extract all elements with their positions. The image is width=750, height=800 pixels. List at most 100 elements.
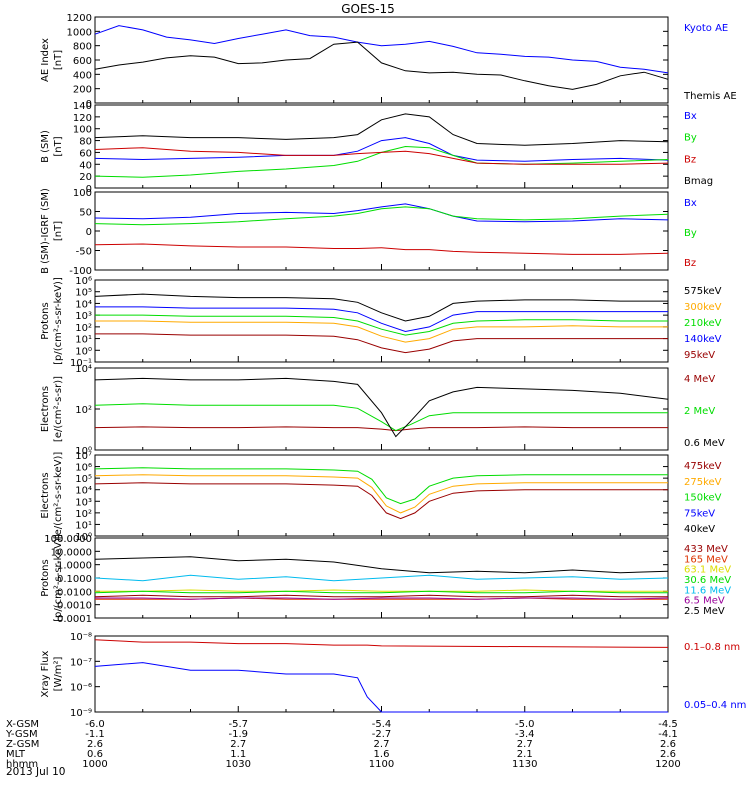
panel-electrons-mev: 10⁴ 10² 10⁰ Electrons [e/(cm²-s-sr)] 4 MeV 2 M…	[40, 364, 725, 457]
legend-entry: 433 MeV	[684, 544, 728, 555]
footer-row-value: -2.7	[372, 729, 392, 740]
footer-row-value: 1200	[655, 759, 680, 770]
series-line	[94, 147, 669, 165]
y-axis-label: [e/(cm²-s-sr)]	[53, 376, 64, 442]
footer-row-value: -1.1	[85, 729, 105, 740]
series-line	[95, 314, 668, 336]
series-line	[95, 333, 668, 354]
y-tick-label: 0.1000	[57, 574, 92, 585]
y-tick-label: 100.0000	[44, 534, 92, 545]
footer-row-value: 1030	[226, 759, 251, 770]
y-tick-label: 1000	[67, 27, 92, 38]
y-tick-label: 40	[79, 160, 92, 171]
legend-entry: Themis AE	[683, 91, 737, 102]
series-line	[94, 556, 669, 574]
legend-entry: 0.6 MeV	[684, 438, 725, 449]
y-tick-label: 50	[79, 208, 92, 219]
legend-entry: 4 MeV	[684, 374, 715, 385]
y-tick-label: 10¹	[75, 520, 92, 531]
y-tick-label: 10⁻⁹	[70, 708, 92, 719]
series-line	[94, 639, 669, 648]
footer-row-value: 0.6	[87, 749, 103, 760]
legend-entry: 75keV	[684, 508, 715, 519]
y-axis-label: [nT]	[53, 136, 64, 156]
y-tick-label: 10²	[75, 509, 92, 520]
y-tick-label: 0.0010	[57, 601, 92, 612]
series-line	[94, 41, 669, 90]
footer-row-value: 1130	[512, 759, 537, 770]
y-tick-label: -100	[69, 266, 92, 277]
y-axis-label: Electrons	[40, 386, 51, 432]
legend-entry: 165 MeV	[684, 554, 728, 565]
y-tick-label: 10⁵	[75, 474, 92, 485]
series-line	[94, 662, 668, 713]
legend-entry: 300keV	[684, 302, 722, 313]
series-line	[94, 594, 668, 598]
series-line	[94, 137, 669, 162]
y-tick-label: 10⁷	[75, 451, 92, 462]
y-axis-label: Protons	[40, 302, 51, 339]
footer-row-label: X-GSM	[6, 719, 39, 730]
plot-title: GOES-15	[341, 2, 395, 16]
footer-row-value: 2.7	[374, 739, 390, 750]
legend-entry: Bx	[684, 111, 697, 122]
y-tick-label: 60	[79, 148, 92, 159]
y-tick-label: 120	[73, 113, 92, 124]
y-tick-label: 0.0001	[57, 614, 92, 625]
y-tick-label: 200	[73, 85, 92, 96]
y-tick-label: 10⁰	[75, 346, 92, 357]
panel-xray: 10⁻⁸ 10⁻⁷ 10⁻⁶ 10⁻⁹ Xray Flux [W/m²] 0.1–0.8 n…	[40, 632, 746, 719]
orbit-footer: X-GSM -6.0 -5.7 -5.4 -5.0 -4.5 Y-GSM -1.1 -1.9 -2…	[5, 719, 681, 770]
series-line	[94, 590, 668, 594]
date-label: 2013 Jul 10	[6, 766, 65, 778]
footer-row-value: 1.6	[374, 749, 390, 760]
footer-row-value: -4.1	[658, 729, 678, 740]
y-tick-label: 10⁶	[75, 276, 92, 287]
series-line	[95, 306, 668, 333]
panel-frame	[94, 367, 669, 451]
y-axis-label: AE Index	[40, 38, 51, 82]
series-line	[94, 25, 669, 74]
panel-protons-mev: 100.0000 10.0000 1.0000 0.1000 0.0100 0.0010 0…	[40, 534, 731, 625]
series-line	[94, 377, 669, 438]
legend-entry: Bx	[684, 198, 697, 209]
footer-row-value: -5.4	[372, 719, 392, 730]
y-tick-label: 10⁻¹	[70, 358, 92, 369]
y-tick-label: 10⁵	[75, 288, 92, 299]
y-tick-label: 0	[86, 99, 92, 110]
legend-entry: Bmag	[684, 176, 713, 187]
legend-entry: 0.05–0.4 nm	[684, 700, 746, 711]
y-tick-label: 80	[79, 137, 92, 148]
y-axis-label: [e/(cm²-s-sr-keV)]	[53, 452, 64, 540]
y-tick-label: 1.0000	[57, 561, 92, 572]
panel-bigrf: 100 50 0 -50 -100 B (SM)-IGRF (SM) [nT] Bx By Bz	[40, 188, 697, 277]
footer-row-value: -3.4	[515, 729, 535, 740]
y-axis-label: B (SM)	[40, 130, 51, 163]
y-axis-label: [p/(cm²-s-sr-keV)]	[53, 534, 64, 622]
y-axis-label: [p/(cm²-s-sr-keV)]	[53, 277, 64, 365]
legend-entry: By	[684, 228, 697, 239]
y-tick-label: 10⁻⁷	[70, 657, 92, 668]
footer-row-value: 2.7	[230, 739, 246, 750]
y-tick-label: 10⁴	[75, 486, 92, 497]
legend-entry: By	[684, 133, 697, 144]
y-tick-label: 10⁴	[75, 299, 92, 310]
series-line	[95, 597, 669, 600]
y-tick-label: 20	[79, 172, 92, 183]
y-tick-label: 0.0100	[57, 587, 92, 598]
footer-row-value: 1.1	[230, 749, 246, 760]
y-axis-label: [W/m²]	[53, 656, 64, 691]
footer-row-value: -4.5	[658, 719, 678, 730]
y-tick-label: -50	[76, 247, 92, 258]
footer-row-value: -5.0	[515, 719, 535, 730]
y-tick-label: 0	[86, 184, 92, 195]
y-tick-label: 10¹	[75, 335, 92, 346]
panel-frame	[94, 279, 669, 363]
legend-entry: 11.6 MeV	[684, 585, 731, 596]
legend-entry: 0.1–0.8 nm	[684, 642, 740, 653]
y-tick-label: 10.0000	[51, 547, 92, 558]
legend-entry: 575keV	[684, 286, 722, 297]
